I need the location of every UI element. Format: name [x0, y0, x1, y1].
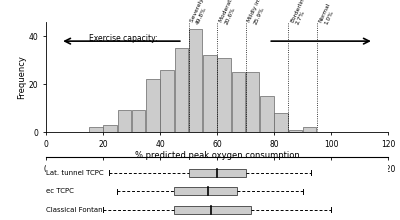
- Bar: [89, 127, 102, 132]
- Text: Moderately impaired
20.6%: Moderately impaired 20.6%: [218, 0, 254, 26]
- Bar: [232, 72, 245, 132]
- Bar: [274, 113, 288, 132]
- Bar: [160, 70, 174, 132]
- Bar: [174, 206, 251, 214]
- Text: Normal
1.0%: Normal 1.0%: [318, 2, 337, 26]
- Bar: [246, 72, 259, 132]
- Text: Borderline
2.7%: Borderline 2.7%: [290, 0, 313, 26]
- Text: Severely impaired
49.8%: Severely impaired 49.8%: [190, 0, 223, 26]
- Bar: [146, 79, 160, 132]
- Bar: [218, 58, 231, 132]
- Bar: [203, 55, 216, 132]
- Text: Exercise capacity:: Exercise capacity:: [89, 34, 157, 43]
- X-axis label: % predicted peak oxygen consumption: % predicted peak oxygen consumption: [135, 151, 299, 160]
- Bar: [303, 127, 316, 132]
- Text: Mildly impaired
25.9%: Mildly impaired 25.9%: [247, 0, 276, 26]
- Bar: [132, 110, 145, 132]
- Bar: [188, 169, 246, 177]
- Bar: [104, 125, 117, 132]
- Bar: [118, 110, 131, 132]
- Text: Classical Fontan: Classical Fontan: [46, 207, 103, 213]
- Text: ec TCPC: ec TCPC: [46, 188, 74, 194]
- Y-axis label: Frequency: Frequency: [17, 55, 26, 99]
- Bar: [289, 130, 302, 132]
- Bar: [174, 187, 237, 195]
- Bar: [260, 96, 274, 132]
- Bar: [175, 48, 188, 132]
- Text: Lat. tunnel TCPC: Lat. tunnel TCPC: [46, 170, 104, 176]
- Bar: [189, 29, 202, 132]
